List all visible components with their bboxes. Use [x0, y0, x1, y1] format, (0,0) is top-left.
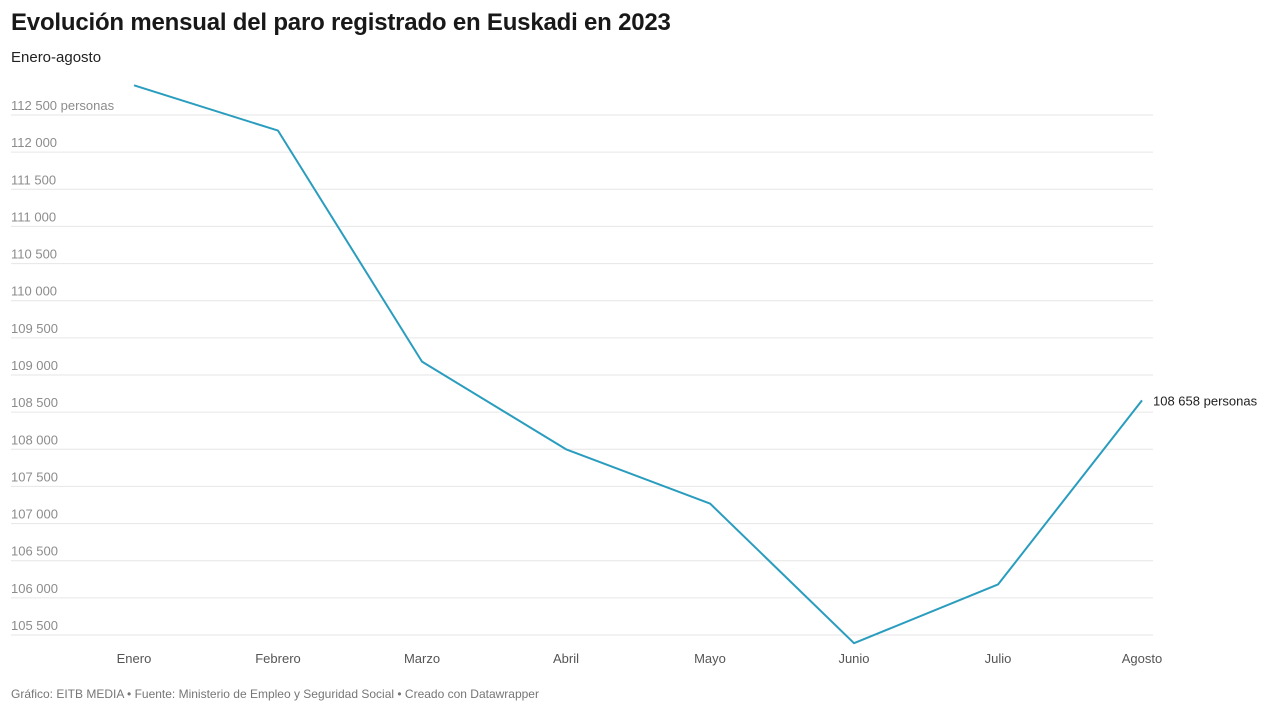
- y-tick-label: 110 500: [11, 247, 57, 262]
- y-tick-label: 111 000: [11, 209, 56, 224]
- x-tick-label: Abril: [553, 651, 579, 666]
- y-tick-label: 109 500: [11, 321, 58, 336]
- y-tick-label: 108 500: [11, 395, 58, 410]
- x-tick-label: Junio: [838, 651, 869, 666]
- chart-subtitle: Enero-agosto: [11, 49, 102, 66]
- x-tick-label: Mayo: [694, 651, 726, 666]
- x-tick-label: Enero: [117, 651, 152, 666]
- y-tick-label: 107 000: [11, 507, 58, 522]
- series-layer: 108 658 personas: [133, 84, 1258, 645]
- end-value-label: 108 658 personas: [1153, 393, 1258, 408]
- x-tick-label: Marzo: [404, 651, 440, 666]
- y-tick-label: 106 500: [11, 544, 58, 559]
- y-axis-ticks: 105 500 106 000 106 500 107 000 107 500 108 0…: [11, 98, 115, 633]
- x-tick-label: Febrero: [255, 651, 301, 666]
- y-tick-label: 110 000: [11, 284, 57, 299]
- x-tick-label: Agosto: [1122, 651, 1162, 666]
- y-tick-label: 108 000: [11, 432, 58, 447]
- gridlines: [11, 114, 1153, 636]
- footer-credit: Gráfico: EITB MEDIA • Fuente: Ministerio…: [11, 687, 539, 701]
- y-tick-label: 107 500: [11, 469, 58, 484]
- y-tick-label: 109 000: [11, 358, 58, 373]
- x-tick-label: Julio: [985, 651, 1012, 666]
- series-line: [133, 84, 1143, 645]
- y-tick-label: 111 500: [11, 172, 56, 187]
- x-axis-ticks: Enero Febrero Marzo Abril Mayo Junio Julio Agos…: [117, 651, 1163, 666]
- y-tick-label: 112 000: [11, 135, 57, 150]
- y-tick-label: 105 500: [11, 618, 58, 633]
- y-tick-label: 112 500 personas: [11, 98, 115, 113]
- y-tick-label: 106 000: [11, 581, 58, 596]
- chart-title: Evolución mensual del paro registrado en…: [11, 9, 671, 36]
